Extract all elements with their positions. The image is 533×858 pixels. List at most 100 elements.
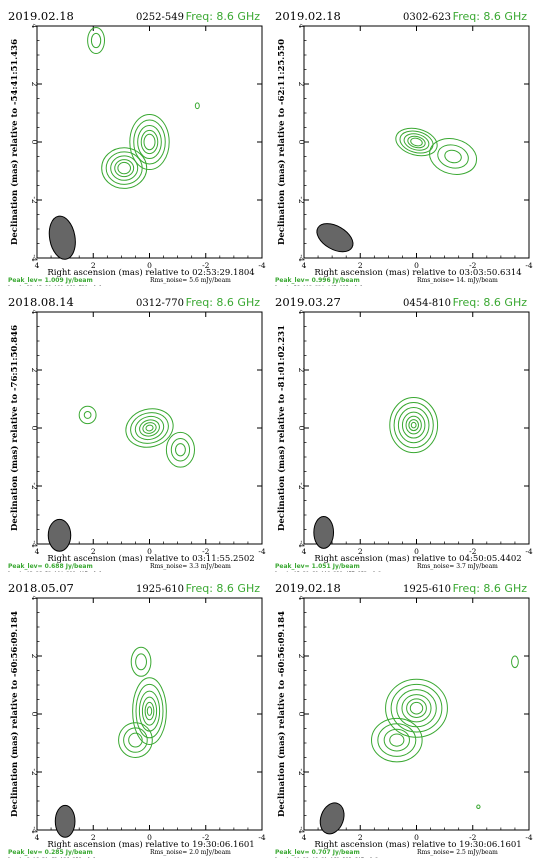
contour-line (406, 698, 427, 718)
x-tick-label: 0 (147, 261, 152, 270)
contour-line (142, 422, 157, 434)
x-tick-label: 4 (302, 833, 307, 842)
x-tick-label: 2 (358, 547, 363, 556)
rms-noise: Rms_noise= 14. mJy/beam (417, 277, 498, 284)
contour-line (128, 732, 143, 748)
contour-line (130, 646, 152, 677)
source-name: 0454-810 (403, 298, 451, 309)
x-tick-label: 0 (147, 833, 152, 842)
x-tick-label: 4 (35, 547, 40, 556)
x-tick-label: -4 (525, 547, 533, 556)
y-tick-label: -4 (30, 254, 39, 262)
rms-noise: Rms_noise= 5.6 mJy/beam (150, 277, 231, 284)
contour-line (401, 694, 432, 723)
frequency-label: Freq: 8.6 GHz (186, 296, 261, 309)
contour-line (410, 421, 417, 429)
contour-line (83, 410, 92, 419)
x-tick-label: -2 (469, 547, 477, 556)
contour-group (371, 655, 519, 810)
y-axis-label: Declination (mas) relative to -60:56:09.… (9, 611, 20, 817)
contour-line (101, 147, 148, 189)
map-panel-1925-610-2018: 2018.05.07 1925-610 Freq: 8.6 GHz 4 -4 2 -2 0 0-… (0, 572, 266, 858)
beam-ellipse (54, 804, 76, 838)
x-tick-label: -2 (202, 261, 210, 270)
contour-map-svg: 2018.05.07 1925-610 Freq: 8.6 GHz4-42-200-… (8, 581, 266, 858)
contour-line (135, 683, 164, 739)
y-axis-label: Declination (mas) relative to -62:11:25.… (276, 39, 287, 245)
x-tick-label: 2 (358, 833, 363, 842)
contour-line (141, 696, 158, 726)
y-tick-label: -2 (30, 768, 39, 776)
plot-frame (303, 25, 530, 259)
y-tick-label: 0 (297, 140, 306, 145)
x-tick-label: 4 (35, 261, 40, 270)
epoch-date: 2019.02.18 (8, 9, 74, 23)
y-tick-label: 2 (30, 368, 39, 373)
beam-ellipse (313, 515, 335, 549)
x-tick-label: 2 (91, 833, 96, 842)
contour-line (125, 408, 174, 448)
contour-line (444, 149, 462, 164)
contour-line (143, 133, 156, 151)
x-tick-label: -2 (469, 833, 477, 842)
contour-line (145, 424, 154, 432)
rms-noise: Rms_noise= 3.7 mJy/beam (417, 563, 498, 570)
x-tick-label: 0 (147, 547, 152, 556)
contour-line (175, 443, 186, 457)
y-tick-label: -4 (30, 540, 39, 548)
contour-line (110, 155, 139, 181)
contour-levels: Levels: 56, 112, 224, 447, 895 mJy/beam (275, 285, 375, 286)
contour-line (139, 419, 160, 437)
contour-line (476, 804, 481, 810)
contour-map-svg: 2018.08.14 0312-770 Freq: 8.6 GHz4-42-200-… (8, 295, 266, 572)
contour-line (377, 723, 417, 757)
contour-line (429, 138, 478, 175)
x-tick-label: -2 (202, 547, 210, 556)
rms-noise: Rms_noise= 2.0 mJy/beam (150, 849, 231, 856)
y-tick-label: 4 (297, 24, 306, 29)
x-axis-label: Right ascension (mas) relative to 04:50:… (314, 553, 521, 564)
contour-line (401, 411, 426, 439)
beam-ellipse (47, 518, 72, 552)
contour-line (393, 402, 434, 449)
contour-map-svg: 2019.02.18 0252-549 Freq: 8.6 GHz4-42-200-… (8, 9, 266, 286)
frequency-label: Freq: 8.6 GHz (186, 582, 261, 595)
y-axis-label: Declination (mas) relative to -54:41:51.… (9, 39, 20, 245)
contour-line (134, 415, 165, 441)
map-panel-0454-810: 2019.03.27 0454-810 Freq: 8.6 GHz 4 -4 2 -2 0 0-… (267, 286, 533, 572)
peak-level: Peak_lev= 0.707 Jy/beam (275, 849, 360, 856)
x-tick-label: 2 (91, 261, 96, 270)
contour-line (408, 419, 419, 432)
frequency-label: Freq: 8.6 GHz (453, 296, 528, 309)
y-tick-label: -2 (30, 482, 39, 490)
contour-line (118, 722, 153, 759)
contour-line (390, 683, 443, 733)
y-tick-label: 2 (297, 82, 306, 87)
frequency-label: Freq: 8.6 GHz (186, 10, 261, 23)
map-panel-0252-549: 2019.02.18 0252-549 Freq: 8.6 GHz 4 -4 2 -2 0 0-… (0, 0, 266, 286)
x-tick-label: 0 (414, 261, 419, 270)
map-panel-0312-770: 2018.08.14 0312-770 Freq: 8.6 GHz 4 -4 2 -2 0 0-… (0, 286, 266, 572)
y-tick-label: -4 (297, 826, 306, 834)
y-tick-label: -4 (297, 254, 306, 262)
x-tick-label: 0 (414, 833, 419, 842)
contour-line (117, 161, 131, 175)
contour-map-svg: 2019.02.18 1925-610 Freq: 8.6 GHz4-42-200-… (275, 581, 533, 858)
x-axis-label: Right ascension (mas) relative to 19:30:… (47, 839, 254, 850)
contour-group (118, 646, 167, 759)
epoch-date: 2019.02.18 (275, 581, 341, 595)
peak-level: Peak_lev= 0.996 Jy/beam (275, 277, 360, 284)
epoch-date: 2018.08.14 (8, 295, 74, 309)
x-tick-label: -4 (525, 261, 533, 270)
contour-line (90, 32, 102, 49)
y-tick-label: 0 (30, 426, 39, 431)
frequency-label: Freq: 8.6 GHz (453, 10, 528, 23)
rms-noise: Rms_noise= 2.5 mJy/beam (417, 849, 498, 856)
contour-line (385, 678, 448, 738)
x-tick-label: -4 (525, 833, 533, 842)
y-tick-label: -4 (297, 540, 306, 548)
contour-group (78, 405, 195, 468)
y-axis-label: Declination (mas) relative to -60:56:09.… (276, 611, 287, 817)
contour-line (140, 129, 159, 155)
y-tick-label: 4 (297, 596, 306, 601)
